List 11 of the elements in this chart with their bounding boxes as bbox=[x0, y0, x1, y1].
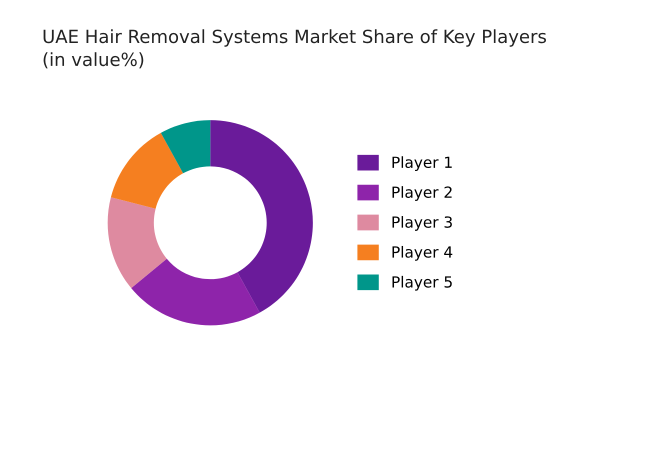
donut-slice bbox=[160, 120, 210, 174]
donut-slice bbox=[108, 197, 167, 288]
legend-label: Player 4 bbox=[392, 246, 452, 261]
donut-slice bbox=[110, 132, 184, 209]
chart-title: UAE Hair Removal Systems Market Share of Key Players (in value%) bbox=[44, 29, 546, 68]
legend-label: Player 2 bbox=[392, 186, 452, 201]
legend-label: Player 3 bbox=[392, 216, 452, 231]
legend-label: Player 5 bbox=[392, 276, 452, 291]
legend-label: Player 1 bbox=[392, 156, 452, 172]
donut-slice bbox=[131, 258, 260, 326]
donut-slice bbox=[210, 120, 313, 313]
